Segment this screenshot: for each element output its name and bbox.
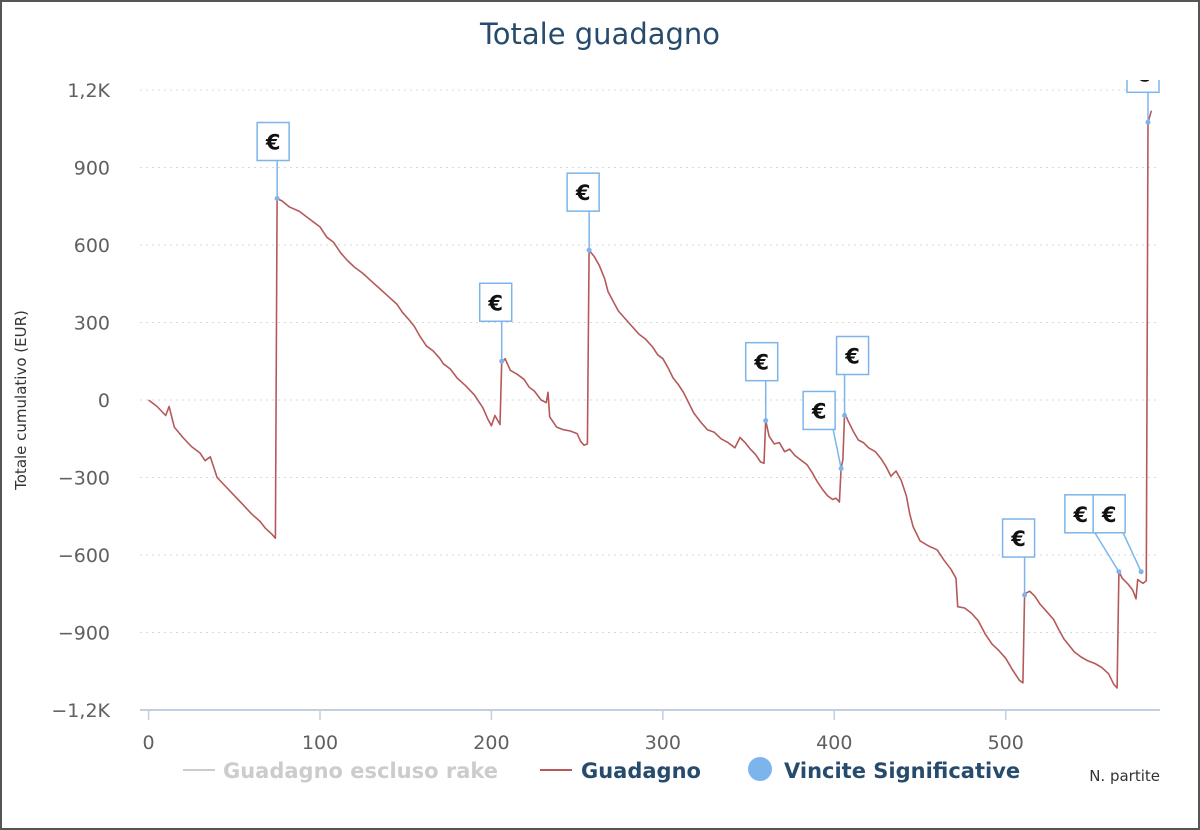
significant-win-flag[interactable]: € (1092, 494, 1144, 575)
flag-label: € (811, 399, 827, 423)
significant-win-flag[interactable]: € (1001, 518, 1036, 598)
y-tick-label: −900 (58, 623, 110, 645)
marker-point (1138, 569, 1144, 575)
grid-lines (140, 89, 1160, 633)
legend-item-vincite-significative[interactable]: Vincite Significative (748, 757, 1020, 783)
marker-point (763, 418, 769, 424)
significant-win-flag[interactable]: € (566, 172, 600, 253)
y-tick-label: −300 (58, 468, 110, 490)
flag-label: € (753, 351, 769, 375)
legend-item-guadagno[interactable]: Guadagno (540, 759, 701, 783)
flag-label: € (1135, 62, 1151, 86)
legend-marker-dot (748, 757, 772, 781)
significant-win-flag[interactable]: € (1064, 494, 1122, 575)
flag-label: € (844, 345, 860, 369)
y-tick-label: −1,2K (51, 700, 110, 722)
x-tick-label: 500 (988, 732, 1024, 754)
series-line-guadagno (148, 110, 1153, 689)
legend-label: Vincite Significative (784, 759, 1020, 783)
significant-win-flag[interactable]: € (835, 335, 870, 419)
significant-win-flag[interactable]: € (478, 282, 513, 364)
flag-label: € (575, 181, 591, 205)
marker-point (1022, 592, 1028, 598)
flag-label: € (1010, 527, 1026, 551)
y-axis-label: Totale cumulativo (EUR) (12, 310, 30, 491)
x-tick-label: 400 (816, 732, 852, 754)
x-axis: 0 100 200 300 400 500 (140, 709, 1160, 754)
flag-label: € (265, 131, 281, 155)
legend: Guadagno escluso rake Guadagno Vincite S… (183, 757, 1020, 783)
y-tick-label: 600 (74, 235, 110, 257)
chart-title: Totale guadagno (479, 17, 720, 51)
significant-win-flag[interactable]: € (1126, 54, 1160, 125)
y-axis-ticks: 1,2K 900 600 300 0 −300 −600 −900 −1,2K (51, 80, 110, 722)
marker-point (1145, 119, 1151, 125)
marker-point (838, 465, 844, 471)
significant-win-flag[interactable]: € (802, 390, 844, 471)
y-tick-label: 900 (74, 158, 110, 180)
x-axis-label: N. partite (1089, 767, 1160, 785)
flag-label: € (1101, 503, 1117, 527)
flag-label: € (487, 291, 503, 315)
legend-label: Guadagno escluso rake (223, 759, 498, 783)
significant-win-flag[interactable]: € (256, 121, 290, 202)
x-tick-label: 300 (645, 732, 681, 754)
y-tick-label: 1,2K (67, 80, 110, 102)
x-tick-label: 0 (143, 732, 155, 754)
significant-win-flag[interactable]: € (744, 341, 779, 424)
marker-point (499, 358, 505, 364)
x-tick-label: 100 (302, 732, 338, 754)
y-tick-label: 300 (74, 313, 110, 335)
marker-point (842, 413, 848, 418)
significant-wins-markers: € € € € € € € € € € (256, 54, 1160, 598)
flag-label: € (1073, 503, 1089, 527)
marker-point (586, 247, 592, 253)
legend-item-guadagno-escluso-rake[interactable]: Guadagno escluso rake (183, 759, 498, 783)
y-tick-label: 0 (98, 390, 110, 412)
marker-point (1116, 569, 1122, 575)
legend-label: Guadagno (581, 759, 701, 783)
y-tick-label: −600 (58, 545, 110, 567)
marker-point (274, 196, 280, 201)
x-tick-label: 200 (473, 732, 509, 754)
